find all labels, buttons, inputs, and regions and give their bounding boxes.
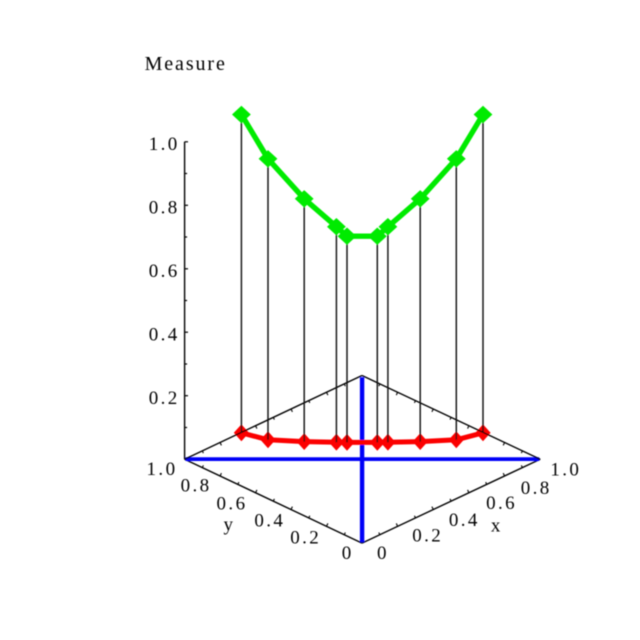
svg-text:0.2: 0.2 [412, 526, 443, 547]
svg-text:0.6: 0.6 [217, 493, 248, 514]
svg-text:Measure: Measure [145, 53, 227, 75]
svg-text:0.6: 0.6 [486, 493, 517, 514]
svg-text:1.0: 1.0 [149, 134, 180, 155]
svg-text:0.4: 0.4 [254, 511, 285, 532]
svg-text:1.0: 1.0 [550, 460, 581, 481]
svg-text:0.6: 0.6 [149, 261, 180, 282]
svg-text:0: 0 [377, 543, 389, 564]
svg-text:x: x [491, 515, 503, 536]
svg-text:1.0: 1.0 [147, 459, 178, 480]
svg-text:0: 0 [342, 543, 354, 564]
svg-text:0.2: 0.2 [290, 528, 321, 549]
svg-text:0.8: 0.8 [181, 475, 212, 496]
svg-text:0.4: 0.4 [149, 324, 180, 345]
svg-text:0.2: 0.2 [149, 388, 180, 409]
svg-text:0.8: 0.8 [521, 478, 552, 499]
svg-text:y: y [224, 515, 236, 536]
svg-text:0.4: 0.4 [449, 510, 480, 531]
svg-text:0.8: 0.8 [149, 197, 180, 218]
